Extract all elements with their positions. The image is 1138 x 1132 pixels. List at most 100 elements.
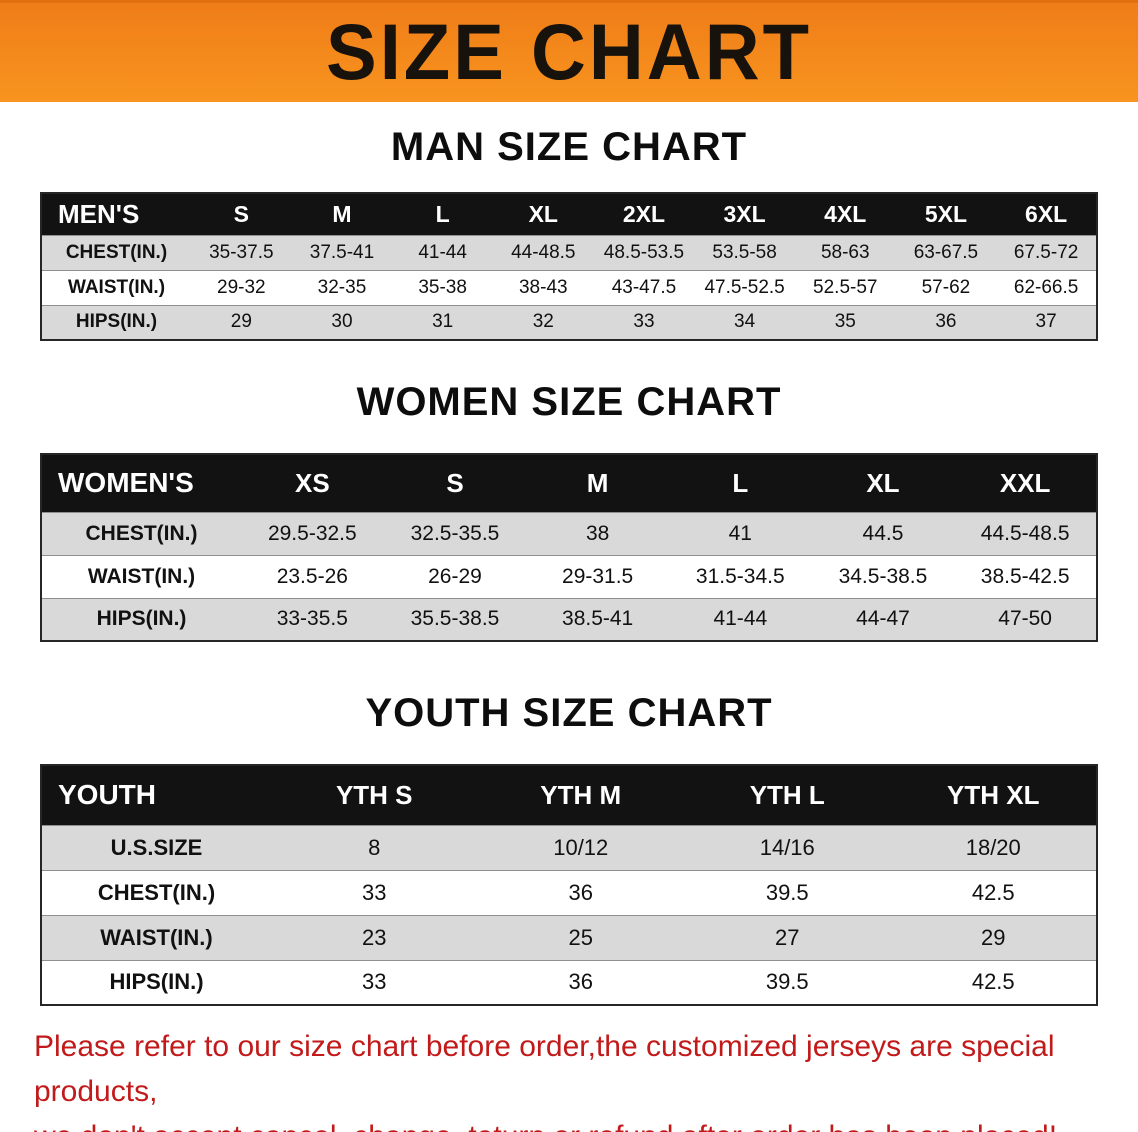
men-table-row: CHEST(IN.) 35-37.5 37.5-41 41-44 44-48.5 48.5… xyxy=(41,234,1097,270)
men-row-label: WAIST(IN.) xyxy=(41,269,191,305)
youth-size-column-header: YTH XL xyxy=(890,765,1097,825)
youth-table-title: YOUTH xyxy=(41,765,271,825)
disclaimer-line-1: Please refer to our size chart before or… xyxy=(34,1030,1055,1108)
youth-measurement-value: 18/20 xyxy=(890,824,1097,870)
women-table-row: CHEST(IN.) 29.5-32.5 32.5-35.5 38 41 44.5 44.5… xyxy=(41,511,1097,555)
women-measurement-value: 31.5-34.5 xyxy=(668,554,812,598)
youth-table-row: HIPS(IN.) 33 36 39.5 42.5 xyxy=(41,959,1097,1005)
page-title: SIZE CHART xyxy=(326,7,812,97)
youth-measurement-value: 42.5 xyxy=(890,869,1097,915)
men-measurement-value: 57-62 xyxy=(895,269,997,305)
youth-measurement-value: 14/16 xyxy=(684,824,891,870)
women-measurement-value: 34.5-38.5 xyxy=(811,554,955,598)
women-row-label: CHEST(IN.) xyxy=(41,511,241,555)
women-section-heading: WOMEN SIZE CHART xyxy=(356,380,782,424)
men-size-column-header: 5XL xyxy=(895,193,997,235)
youth-measurement-value: 25 xyxy=(477,914,684,960)
men-measurement-value: 53.5-58 xyxy=(694,234,795,270)
youth-measurement-value: 29 xyxy=(890,914,1097,960)
men-measurement-value: 33 xyxy=(593,304,695,340)
men-measurement-value: 62-66.5 xyxy=(996,269,1097,305)
youth-header-row: YOUTH YTH S YTH M YTH L YTH XL xyxy=(41,765,1097,825)
youth-measurement-value: 36 xyxy=(477,869,684,915)
youth-measurement-value: 42.5 xyxy=(890,959,1097,1005)
disclaimer-line-2: we don't accept cancel, change, teturn o… xyxy=(34,1114,1138,1132)
men-measurement-value: 44-48.5 xyxy=(492,234,594,270)
women-measurement-value: 35.5-38.5 xyxy=(383,597,527,641)
youth-measurement-value: 8 xyxy=(271,824,478,870)
men-measurement-value: 38-43 xyxy=(492,269,594,305)
women-measurement-value: 38.5-42.5 xyxy=(954,554,1097,598)
women-size-section: WOMEN SIZE CHART WOMEN'S XS S M L XL XXL CHEST(I… xyxy=(0,379,1138,642)
youth-measurement-value: 23 xyxy=(271,914,478,960)
men-header-row: MEN'S S M L XL 2XL 3XL 4XL 5XL 6XL xyxy=(41,193,1097,235)
youth-table-row: U.S.SIZE 8 10/12 14/16 18/20 xyxy=(41,824,1097,870)
men-measurement-value: 43-47.5 xyxy=(593,269,695,305)
men-size-column-header: XL xyxy=(492,193,594,235)
women-measurement-value: 44.5-48.5 xyxy=(954,511,1097,555)
men-size-column-header: M xyxy=(291,193,393,235)
women-measurement-value: 32.5-35.5 xyxy=(383,511,527,555)
men-size-column-header: S xyxy=(191,193,292,235)
women-table-title: WOMEN'S xyxy=(41,454,241,512)
youth-size-column-header: YTH S xyxy=(271,765,478,825)
men-measurement-value: 52.5-57 xyxy=(794,269,896,305)
men-table-row: WAIST(IN.) 29-32 32-35 35-38 38-43 43-47.5 47.… xyxy=(41,269,1097,305)
youth-measurement-value: 27 xyxy=(684,914,891,960)
women-measurement-value: 38.5-41 xyxy=(526,597,669,641)
youth-measurement-value: 39.5 xyxy=(684,869,891,915)
youth-measurement-value: 39.5 xyxy=(684,959,891,1005)
women-measurement-value: 41 xyxy=(668,511,812,555)
banner: SIZE CHART xyxy=(0,0,1138,102)
youth-row-label: HIPS(IN.) xyxy=(41,959,271,1005)
men-measurement-value: 29-32 xyxy=(191,269,292,305)
women-measurement-value: 23.5-26 xyxy=(241,554,384,598)
men-section-heading: MAN SIZE CHART xyxy=(390,125,748,169)
men-measurement-value: 29 xyxy=(191,304,292,340)
men-measurement-value: 35-38 xyxy=(392,269,493,305)
women-size-column-header: XS xyxy=(241,454,384,512)
men-measurement-value: 58-63 xyxy=(794,234,896,270)
youth-section-heading: YOUTH SIZE CHART xyxy=(365,691,773,735)
size-chart-sections: MAN SIZE CHART MEN'S S M L XL 2XL 3XL 4XL 5XL 6XL C… xyxy=(0,124,1138,1006)
women-measurement-value: 44.5 xyxy=(811,511,955,555)
women-header-row: WOMEN'S XS S M L XL XXL xyxy=(41,454,1097,512)
men-measurement-value: 35-37.5 xyxy=(191,234,292,270)
women-size-table: WOMEN'S XS S M L XL XXL CHEST(IN.) 29.5-32.5 32.5… xyxy=(40,453,1098,642)
women-measurement-value: 33-35.5 xyxy=(241,597,384,641)
men-measurement-value: 35 xyxy=(794,304,896,340)
women-measurement-value: 26-29 xyxy=(383,554,527,598)
youth-row-label: U.S.SIZE xyxy=(41,824,271,870)
youth-table-row: CHEST(IN.) 33 36 39.5 42.5 xyxy=(41,869,1097,915)
men-measurement-value: 37.5-41 xyxy=(291,234,393,270)
men-measurement-value: 34 xyxy=(694,304,795,340)
women-measurement-value: 44-47 xyxy=(811,597,955,641)
men-row-label: CHEST(IN.) xyxy=(41,234,191,270)
men-measurement-value: 31 xyxy=(392,304,493,340)
women-size-column-header: XXL xyxy=(954,454,1097,512)
men-size-column-header: 3XL xyxy=(694,193,795,235)
men-size-section: MAN SIZE CHART MEN'S S M L XL 2XL 3XL 4XL 5XL 6XL C… xyxy=(0,124,1138,341)
women-size-column-header: S xyxy=(383,454,527,512)
youth-measurement-value: 36 xyxy=(477,959,684,1005)
men-measurement-value: 47.5-52.5 xyxy=(694,269,795,305)
women-size-column-header: M xyxy=(526,454,669,512)
women-table-row: WAIST(IN.) 23.5-26 26-29 29-31.5 31.5-34.5 34… xyxy=(41,554,1097,598)
women-size-column-header: XL xyxy=(811,454,955,512)
men-measurement-value: 63-67.5 xyxy=(895,234,997,270)
women-measurement-value: 29-31.5 xyxy=(526,554,669,598)
youth-measurement-value: 33 xyxy=(271,959,478,1005)
women-measurement-value: 29.5-32.5 xyxy=(241,511,384,555)
men-row-label: HIPS(IN.) xyxy=(41,304,191,340)
youth-size-column-header: YTH M xyxy=(477,765,684,825)
men-table-title: MEN'S xyxy=(41,193,191,235)
men-size-column-header: L xyxy=(392,193,493,235)
women-table-row: HIPS(IN.) 33-35.5 35.5-38.5 38.5-41 41-44 44-… xyxy=(41,597,1097,641)
men-measurement-value: 30 xyxy=(291,304,393,340)
men-measurement-value: 48.5-53.5 xyxy=(593,234,695,270)
youth-size-table: YOUTH YTH S YTH M YTH L YTH XL U.S.SIZE 8 10/12… xyxy=(40,764,1098,1006)
men-measurement-value: 32-35 xyxy=(291,269,393,305)
youth-size-column-header: YTH L xyxy=(684,765,891,825)
men-size-column-header: 6XL xyxy=(996,193,1097,235)
